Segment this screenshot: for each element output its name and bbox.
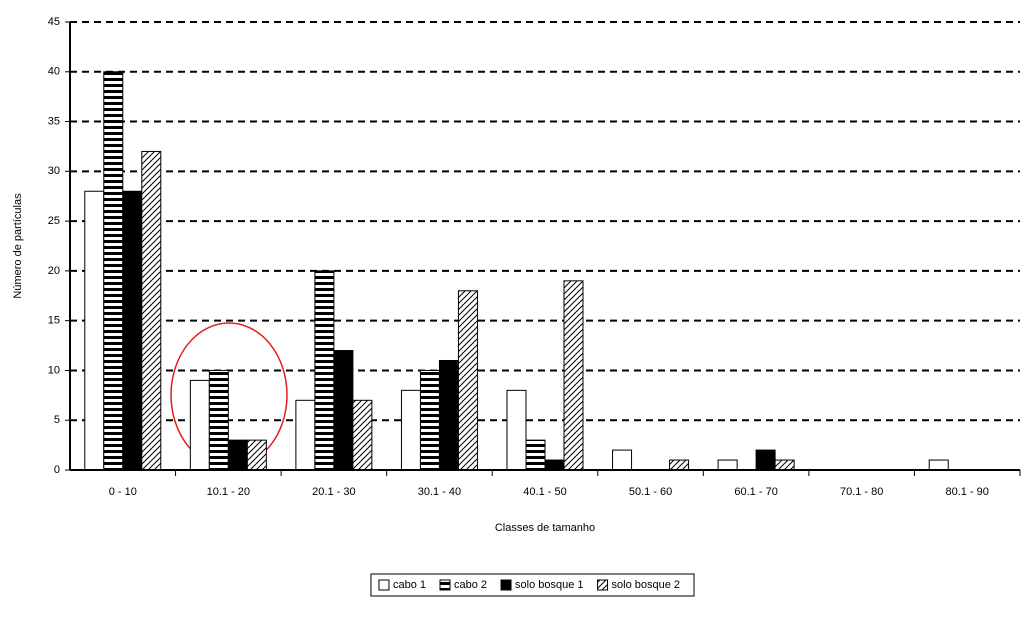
bar: [122, 190, 143, 471]
legend-swatch: [439, 579, 451, 591]
bar: [612, 449, 633, 471]
bar: [400, 389, 421, 471]
y-tick-label: 35: [48, 115, 60, 127]
bar: [506, 389, 527, 471]
legend-swatch: [378, 579, 390, 591]
bar: [141, 150, 162, 471]
y-axis-title: Número de partículas: [12, 193, 24, 299]
legend-label: solo bosque 1: [515, 579, 584, 591]
bar: [928, 459, 949, 471]
bar: [333, 350, 354, 471]
bar: [103, 71, 124, 471]
y-tick-label: 40: [48, 66, 60, 78]
bar: [457, 290, 478, 471]
x-tick-label: 50.1 - 60: [629, 486, 672, 498]
y-tick-label: 25: [48, 215, 60, 227]
bar: [208, 369, 229, 471]
x-tick-label: 30.1 - 40: [418, 486, 461, 498]
x-tick-label: 70.1 - 80: [840, 486, 883, 498]
legend-label: solo bosque 2: [612, 579, 681, 591]
y-tick-label: 45: [48, 16, 60, 28]
legend-box: [370, 573, 695, 597]
bar: [352, 399, 373, 471]
x-tick-label: 60.1 - 70: [734, 486, 777, 498]
y-tick-label: 10: [48, 364, 60, 376]
x-tick-label: 40.1 - 50: [523, 486, 566, 498]
y-tick-label: 5: [54, 414, 60, 426]
legend-swatch: [597, 579, 609, 591]
bar: [755, 449, 776, 471]
bar: [717, 459, 738, 471]
legend-label: cabo 2: [454, 579, 487, 591]
bar: [774, 459, 795, 471]
legend-label: cabo 1: [393, 579, 426, 591]
y-tick-label: 30: [48, 165, 60, 177]
legend: cabo 1 cabo 2 solo bosque 1 solo bosque 2: [370, 573, 695, 597]
x-tick-label: 0 - 10: [109, 486, 137, 498]
bar: [563, 280, 584, 471]
bar: [438, 359, 459, 471]
bar: [544, 459, 565, 471]
x-axis-title: Classes de tamanho: [495, 522, 595, 534]
x-tick-label: 20.1 - 30: [312, 486, 355, 498]
legend-swatch: [500, 579, 512, 591]
bar: [227, 439, 248, 471]
bar: [189, 379, 210, 471]
y-tick-label: 20: [48, 265, 60, 277]
bar: [525, 439, 546, 471]
x-tick-label: 80.1 - 90: [946, 486, 989, 498]
bar: [669, 459, 690, 471]
bar: [419, 369, 440, 471]
x-tick-label: 10.1 - 20: [207, 486, 250, 498]
bar: [295, 399, 316, 471]
y-tick-label: 15: [48, 315, 60, 327]
bar: [246, 439, 267, 471]
bar: [84, 190, 105, 471]
y-tick-label: 0: [54, 464, 60, 476]
bar: [314, 270, 335, 471]
